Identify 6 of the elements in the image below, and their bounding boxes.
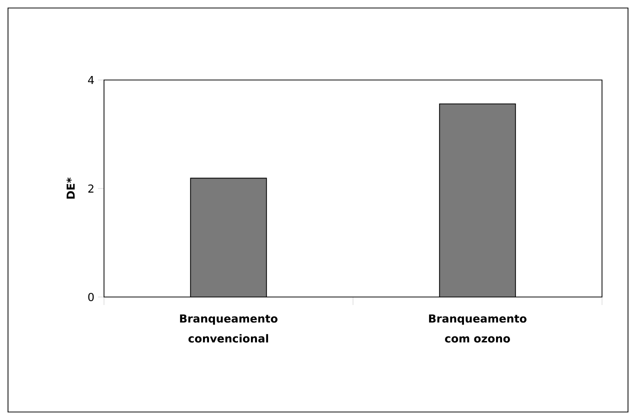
- x-tick-label: Branqueamento convencional: [180, 314, 278, 343]
- x-tick-label: Branqueamento com ozono: [429, 314, 526, 343]
- y-tick-label: 2: [88, 184, 94, 193]
- y-axis-title: DE*: [66, 178, 75, 199]
- y-tick-label: 4: [88, 76, 94, 84]
- y-tick-label: 0: [88, 292, 94, 302]
